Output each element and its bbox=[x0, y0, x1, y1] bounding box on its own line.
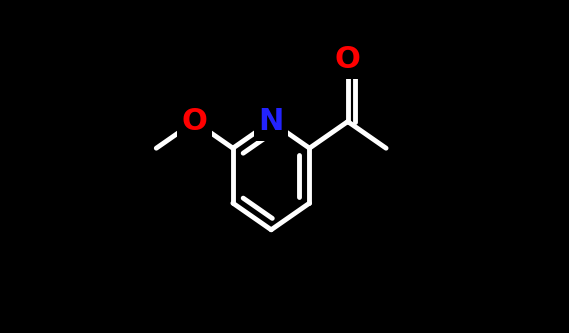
Text: O: O bbox=[335, 45, 361, 75]
Text: N: N bbox=[258, 107, 284, 136]
Text: O: O bbox=[182, 107, 208, 136]
